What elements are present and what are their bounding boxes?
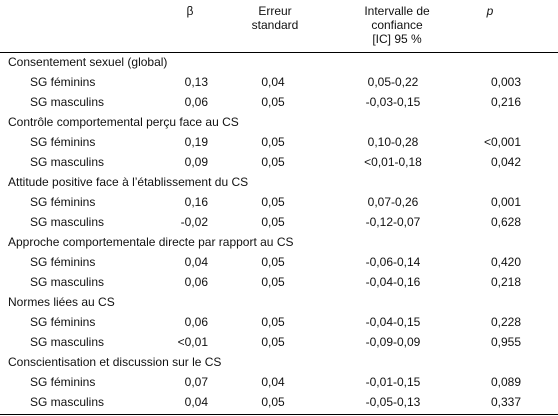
row-label: SG masculins (30, 395, 104, 409)
row-label: SG masculins (30, 335, 104, 349)
cell: 0,05 (261, 95, 285, 109)
cell: -0,01-0,15 (366, 375, 421, 389)
cell: 0,04 (185, 255, 209, 269)
cell: -0,06-0,14 (366, 255, 421, 269)
row-label: SG féminins (30, 315, 95, 329)
cell: 0,05 (261, 155, 285, 169)
cell: 0,05 (261, 195, 285, 209)
cell: 0,04 (261, 375, 285, 389)
row-label: SG féminins (30, 195, 95, 209)
cell: 0,13 (185, 75, 209, 89)
row-label: SG masculins (30, 215, 104, 229)
section-title: Conscientisation et discussion sur le CS (8, 355, 221, 369)
cell: -0,12-0,07 (366, 215, 421, 229)
section-title: Consentement sexuel (global) (8, 55, 167, 69)
row-label: SG féminins (30, 375, 95, 389)
cell: <0,01-0,18 (364, 155, 422, 169)
cell: 0,05 (261, 275, 285, 289)
row-label: SG féminins (30, 255, 95, 269)
cell: -0,09-0,09 (366, 335, 421, 349)
cell: 0,04 (261, 75, 285, 89)
row-label: SG masculins (30, 95, 104, 109)
cell: 0,16 (185, 195, 209, 209)
cell: 0,06 (185, 315, 209, 329)
cell: -0,05-0,13 (366, 395, 421, 409)
cell: 0,05 (261, 335, 285, 349)
cell: 0,042 (491, 155, 521, 169)
cell: 0,06 (185, 275, 209, 289)
cell: 0,337 (491, 395, 521, 409)
cell: 0,06 (185, 95, 209, 109)
cell: -0,02 (181, 215, 209, 229)
section-title: Contrôle comportemental perçu face au CS (8, 115, 239, 129)
cell: 0,228 (491, 315, 521, 329)
cell: -0,04-0,16 (366, 275, 421, 289)
cell: 0,07-0,26 (368, 195, 419, 209)
column-header: Erreur (258, 4, 291, 18)
cell: -0,03-0,15 (366, 95, 421, 109)
cell: 0,001 (491, 195, 521, 209)
cell: 0,955 (491, 335, 521, 349)
column-header: standard (252, 18, 299, 32)
cell: <0,01 (178, 335, 209, 349)
column-header: p (486, 4, 494, 18)
cell: 0,628 (491, 215, 521, 229)
row-label: SG féminins (30, 75, 95, 89)
column-header: Intervalle de (364, 4, 430, 18)
column-header: confiance (371, 18, 423, 32)
cell: 0,05-0,22 (368, 75, 419, 89)
cell: 0,07 (185, 375, 209, 389)
section-title: Normes liées au CS (8, 295, 115, 309)
row-label: SG masculins (30, 275, 104, 289)
cell: 0,04 (185, 395, 209, 409)
cell: 0,216 (491, 95, 521, 109)
cell: 0,05 (261, 135, 285, 149)
cell: 0,09 (185, 155, 209, 169)
cell: 0,003 (491, 75, 521, 89)
cell: <0,001 (484, 135, 521, 149)
cell: 0,05 (261, 215, 285, 229)
cell: 0,10-0,28 (368, 135, 419, 149)
section-title: Attitude positive face à l’établissement… (8, 175, 248, 189)
column-header: β (187, 4, 194, 18)
column-header: [IC] 95 % (372, 32, 422, 46)
cell: 0,420 (491, 255, 521, 269)
cell: 0,05 (261, 315, 285, 329)
cell: 0,19 (185, 135, 209, 149)
row-label: SG masculins (30, 155, 104, 169)
row-label: SG féminins (30, 135, 95, 149)
cell: -0,04-0,15 (366, 315, 421, 329)
cell: 0,218 (491, 275, 521, 289)
cell: 0,089 (491, 375, 521, 389)
cell: 0,05 (261, 395, 285, 409)
cell: 0,05 (261, 255, 285, 269)
section-title: Approche comportementale directe par rap… (8, 235, 294, 249)
